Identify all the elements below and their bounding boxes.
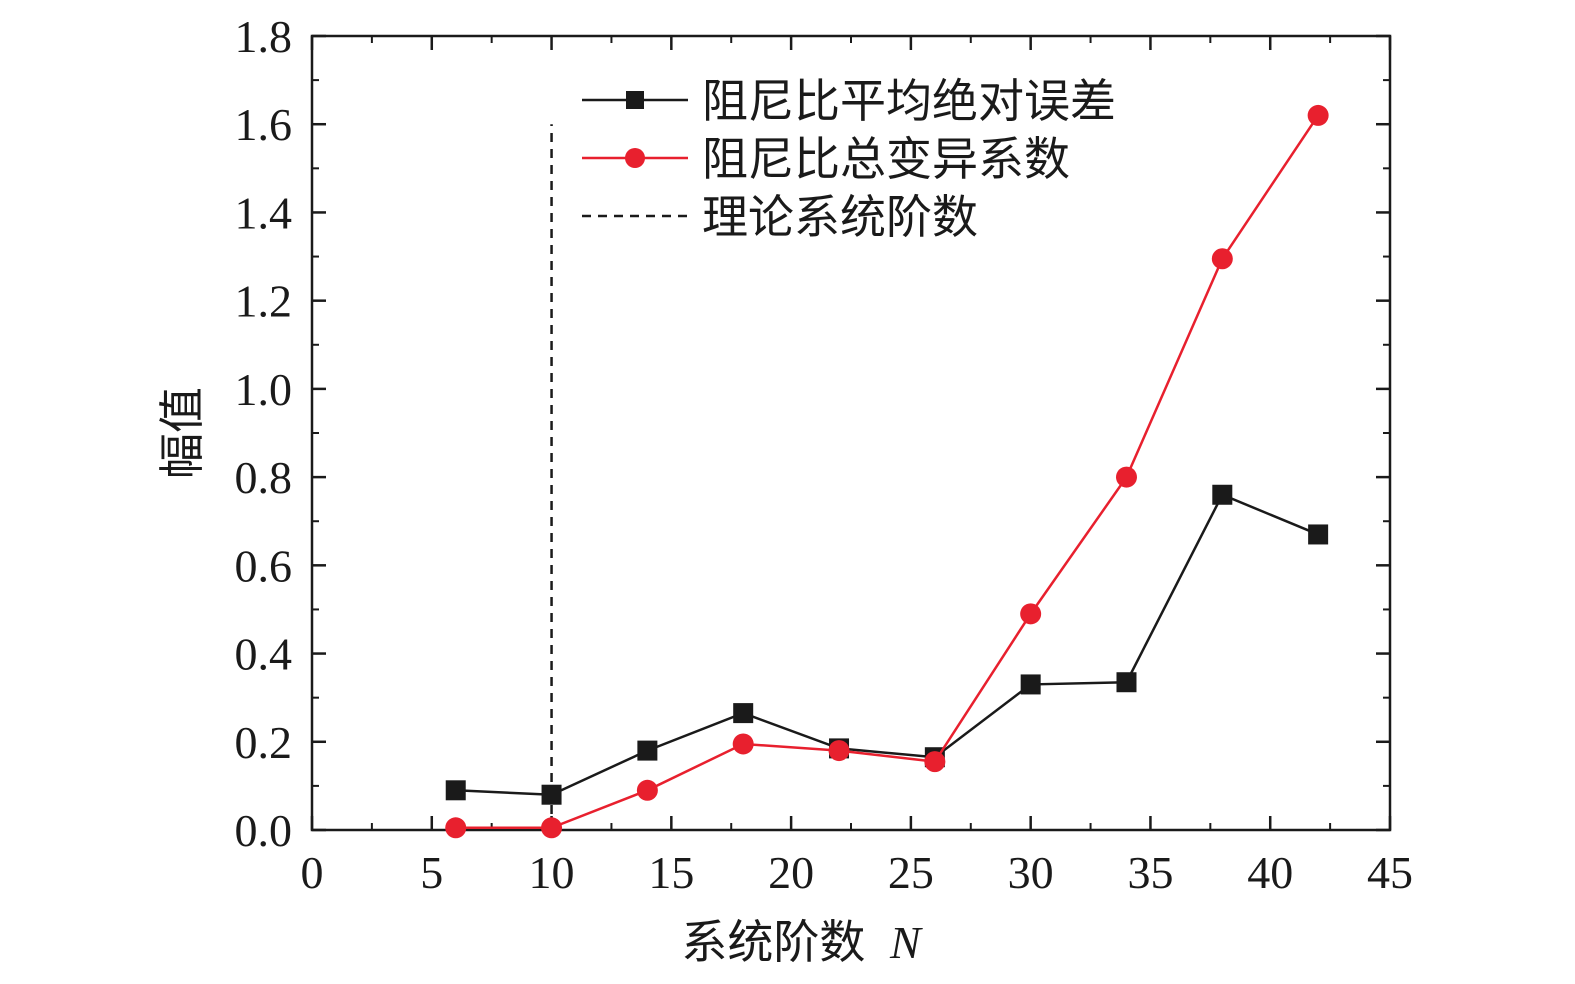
data-point-circle — [1211, 248, 1233, 270]
data-point-circle — [541, 817, 563, 839]
data-point-circle — [1020, 603, 1042, 625]
data-point-circle — [924, 751, 946, 773]
x-tick-label: 20 — [768, 847, 814, 898]
legend-square-marker — [626, 91, 644, 109]
legend-circle-marker — [625, 148, 645, 168]
data-point-square — [541, 784, 562, 805]
x-axis-title-text: 系统阶数 — [681, 915, 865, 969]
y-tick-label: 1.6 — [235, 99, 293, 150]
legend: 阻尼比平均绝对误差 阻尼比总变异系数 理论系统阶数 — [582, 74, 1116, 244]
data-point-circle — [732, 733, 754, 755]
y-tick-label: 0.0 — [235, 805, 293, 856]
x-axis-ticks: 0 5 10 15 20 25 30 35 40 45 — [301, 36, 1413, 898]
plot-area: 0 5 10 15 20 25 30 35 40 45 0.0 0.2 0.4 0.6 0.8 1.0 1.2… — [235, 11, 1414, 898]
legend-label-theoretical-order: 理论系统阶数 — [702, 190, 978, 244]
y-tick-label: 0.2 — [235, 717, 293, 768]
legend-label-mean-abs-error: 阻尼比平均绝对误差 — [702, 74, 1116, 128]
x-tick-label: 25 — [888, 847, 934, 898]
data-point-square — [1116, 672, 1137, 693]
x-tick-label: 0 — [301, 847, 324, 898]
data-point-circle — [828, 740, 850, 762]
x-tick-label: 45 — [1367, 847, 1413, 898]
y-tick-label: 1.4 — [235, 187, 293, 238]
series-line-total-cv — [455, 114, 1320, 830]
y-tick-label: 0.6 — [235, 540, 293, 591]
y-tick-label: 1.2 — [235, 276, 293, 327]
y-tick-label: 1.0 — [235, 364, 293, 415]
data-point-square — [1308, 524, 1329, 545]
data-point-square — [637, 740, 658, 761]
x-axis-title: 系统阶数 N — [681, 915, 923, 969]
data-point-square — [733, 703, 754, 724]
x-tick-label: 5 — [420, 847, 443, 898]
x-tick-label: 30 — [1008, 847, 1054, 898]
x-tick-label: 15 — [648, 847, 694, 898]
legend-item-mean-abs-error: 阻尼比平均绝对误差 — [582, 74, 1116, 128]
legend-item-theoretical-order: 理论系统阶数 — [582, 190, 978, 244]
series-layer — [445, 104, 1329, 839]
y-tick-label: 1.8 — [235, 11, 293, 62]
data-point-circle — [1307, 104, 1329, 126]
data-point-circle — [636, 779, 658, 801]
series-line-mean-abs-error — [455, 493, 1319, 796]
legend-label-total-cv: 阻尼比总变异系数 — [702, 132, 1070, 186]
x-tick-label: 35 — [1127, 847, 1173, 898]
x-axis-title-variable: N — [889, 917, 923, 968]
data-point-circle — [1115, 466, 1137, 488]
y-tick-label: 0.8 — [235, 452, 293, 503]
x-tick-label: 10 — [529, 847, 575, 898]
y-tick-label: 0.4 — [235, 629, 293, 680]
y-axis-title: 幅值 — [155, 387, 209, 479]
legend-item-total-cv: 阻尼比总变异系数 — [582, 132, 1070, 186]
data-point-square — [1212, 484, 1233, 505]
data-point-square — [445, 780, 466, 801]
y-axis-ticks: 0.0 0.2 0.4 0.6 0.8 1.0 1.2 1.4 1.6 1.8 — [235, 11, 1390, 856]
data-point-square — [1020, 674, 1041, 695]
data-point-circle — [445, 817, 467, 839]
x-tick-label: 40 — [1247, 847, 1293, 898]
